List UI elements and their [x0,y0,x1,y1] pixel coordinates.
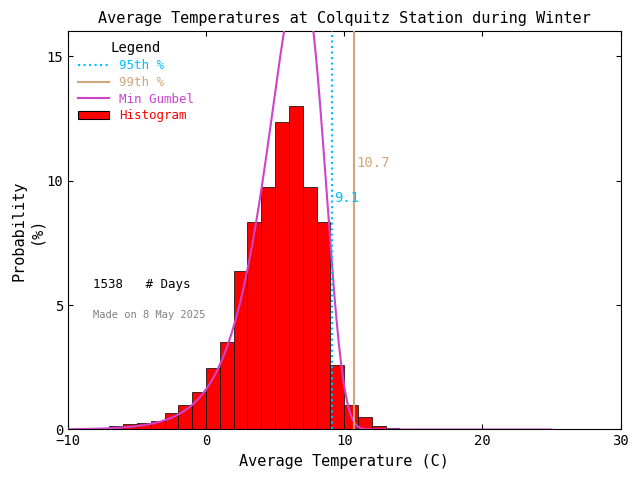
Bar [123,424,137,430]
Bar [358,417,372,430]
Bar [317,223,330,430]
Text: 9.1: 9.1 [335,191,360,204]
Bar [275,122,289,430]
Bar [234,271,248,430]
Bar [248,223,261,430]
Bar [137,423,151,430]
Bar [344,405,358,430]
Bar [330,365,344,430]
Bar [109,426,123,430]
Bar [95,428,109,430]
Bar [164,413,179,430]
Text: 1538   # Days: 1538 # Days [93,278,190,291]
Bar [261,187,275,430]
Text: 10.7: 10.7 [356,156,390,170]
Y-axis label: Probability
(%): Probability (%) [11,180,44,281]
Title: Average Temperatures at Colquitz Station during Winter: Average Temperatures at Colquitz Station… [98,11,591,26]
Bar [206,368,220,430]
Bar [220,342,234,430]
Bar [372,426,386,430]
Text: Made on 8 May 2025: Made on 8 May 2025 [93,310,205,320]
Bar [179,405,192,430]
X-axis label: Average Temperature (C): Average Temperature (C) [239,454,449,469]
Bar [192,392,206,430]
Bar [303,187,317,430]
Bar [82,428,95,430]
Bar [386,428,399,430]
Bar [289,106,303,430]
Bar [151,421,164,430]
Legend: 95th %, 99th %, Min Gumbel, Histogram: 95th %, 99th %, Min Gumbel, Histogram [74,38,198,126]
